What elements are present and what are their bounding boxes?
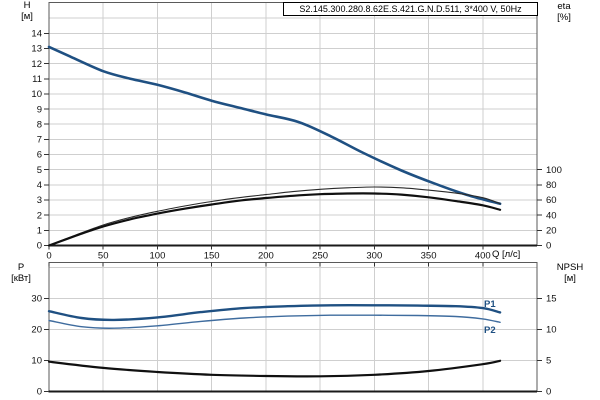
tick-label: 4 — [37, 180, 42, 191]
tick-label: 10 — [546, 325, 557, 336]
tick-label: 15 — [546, 294, 557, 305]
tick-label: 13 — [31, 44, 42, 55]
eta-axis-unit: [%] — [557, 11, 571, 23]
tick-label: 350 — [421, 251, 437, 262]
tick-label: 100 — [546, 165, 562, 176]
tick-label: 0 — [37, 241, 42, 252]
p-axis-label: P [кВт] — [4, 262, 38, 284]
tick-label: 10 — [31, 356, 42, 367]
tick-label: 6 — [37, 150, 42, 161]
curve-P1 — [47, 303, 502, 322]
tick-label: 2 — [37, 210, 42, 221]
tick-label: 50 — [98, 251, 109, 262]
tick-label: 150 — [204, 251, 220, 262]
tick-label: 14 — [31, 28, 42, 39]
tick-label: 200 — [258, 251, 274, 262]
q-axis-label: Q [л/с] — [492, 249, 521, 260]
tick-label: 20 — [546, 226, 557, 237]
h-axis-unit: [м] — [21, 10, 33, 22]
tick-label: 0 — [46, 251, 51, 262]
curve-P2 — [48, 314, 501, 329]
npsh-axis-unit: [м] — [564, 272, 576, 284]
tick-label: 12 — [31, 59, 42, 70]
tick-label: 400 — [475, 251, 491, 262]
tick-label: 0 — [546, 241, 551, 252]
tick-label: 60 — [546, 195, 557, 206]
plot-frame — [48, 262, 538, 392]
tick-label: 10 — [31, 89, 42, 100]
tick-label: 1 — [37, 226, 42, 237]
chart-title: S2.145.300.280.8.62E.S.421.G.N.D.511, 3*… — [283, 2, 538, 16]
eta-axis-name: eta — [557, 1, 571, 12]
curve-eta-pump-motor — [47, 192, 502, 247]
p1-series-label: P1 — [484, 299, 496, 310]
tick-label: 80 — [546, 180, 557, 191]
npsh-axis-label: NPSH [м] — [546, 262, 594, 284]
p2-series-label: P2 — [484, 325, 496, 336]
tick-label: 300 — [366, 251, 382, 262]
tick-label: 11 — [32, 74, 42, 85]
p-axis-unit: [кВт] — [11, 272, 31, 284]
tick-label: 40 — [546, 210, 557, 221]
tick-label: 20 — [31, 325, 42, 336]
tick-label: 5 — [37, 165, 42, 176]
p-axis-name: P — [17, 262, 25, 273]
tick-label: 0 — [37, 387, 42, 398]
npsh-axis-name: NPSH — [556, 262, 584, 273]
tick-label: 250 — [312, 251, 328, 262]
h-axis-label: H [м] — [13, 0, 41, 22]
tick-label: 7 — [37, 135, 42, 146]
curve-H-curve — [47, 45, 502, 206]
tick-label: 30 — [31, 294, 42, 305]
curve-eta-pump — [48, 186, 501, 247]
tick-label: 3 — [37, 195, 42, 206]
eta-axis-label: eta [%] — [549, 1, 579, 23]
tick-label: 0 — [546, 387, 551, 398]
tick-label: 5 — [546, 356, 551, 367]
tick-label: 8 — [37, 119, 42, 130]
curve-NPSH — [47, 359, 502, 378]
tick-label: 9 — [37, 104, 42, 115]
h-axis-name: H — [23, 0, 31, 11]
tick-label: 100 — [150, 251, 166, 262]
